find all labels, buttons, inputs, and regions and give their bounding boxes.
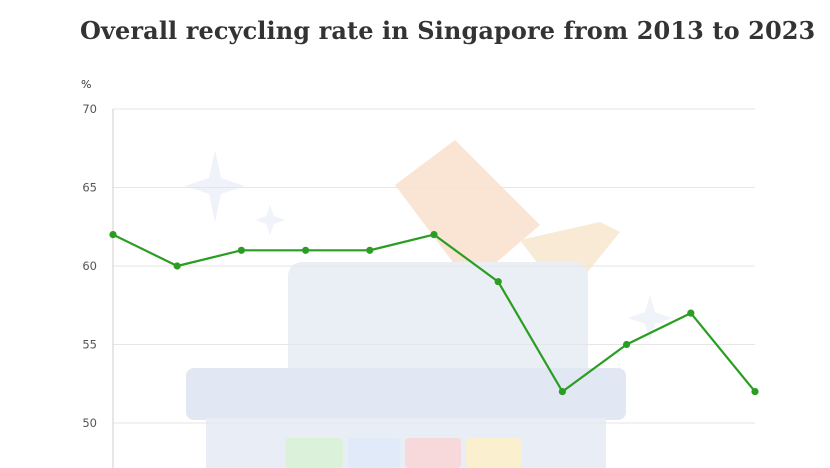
data-point[interactable]: [494, 278, 502, 286]
data-point[interactable]: [302, 246, 310, 254]
y-tick-label: 65: [82, 181, 97, 195]
data-point[interactable]: [751, 388, 759, 396]
data-points: [109, 231, 759, 396]
sparkle-icon: [185, 150, 245, 222]
data-point[interactable]: [558, 388, 567, 396]
paper-sheet-shape: [395, 140, 540, 285]
data-point[interactable]: [109, 231, 117, 239]
data-point[interactable]: [430, 231, 438, 239]
y-axis: 50 55 60 65 70: [82, 102, 97, 430]
grid-lines: [113, 108, 755, 424]
data-point[interactable]: [623, 340, 631, 349]
data-point[interactable]: [366, 246, 374, 254]
bin-blue-panel: [348, 438, 400, 468]
bin-yellow-panel: [466, 438, 522, 468]
y-tick-label: 50: [82, 416, 97, 430]
y-tick-label: 55: [82, 338, 97, 352]
bin-red-panel: [405, 438, 461, 468]
data-point[interactable]: [687, 309, 695, 317]
bottle-shape: [520, 222, 620, 300]
y-tick-label: 60: [82, 259, 97, 273]
y-axis-unit-label: %: [81, 78, 92, 91]
bin-rim-shape: [186, 368, 626, 420]
sparkle-icon: [255, 205, 285, 235]
sparkle-icon: [628, 295, 672, 341]
bin-lid-shape: [288, 262, 588, 380]
y-tick-label: 70: [82, 102, 97, 116]
recycling-bin-illustration: [185, 140, 672, 468]
data-point[interactable]: [237, 246, 245, 254]
data-point[interactable]: [173, 262, 181, 270]
chart-title: Overall recycling rate in Singapore from…: [80, 16, 816, 45]
bin-green-panel: [285, 438, 343, 468]
